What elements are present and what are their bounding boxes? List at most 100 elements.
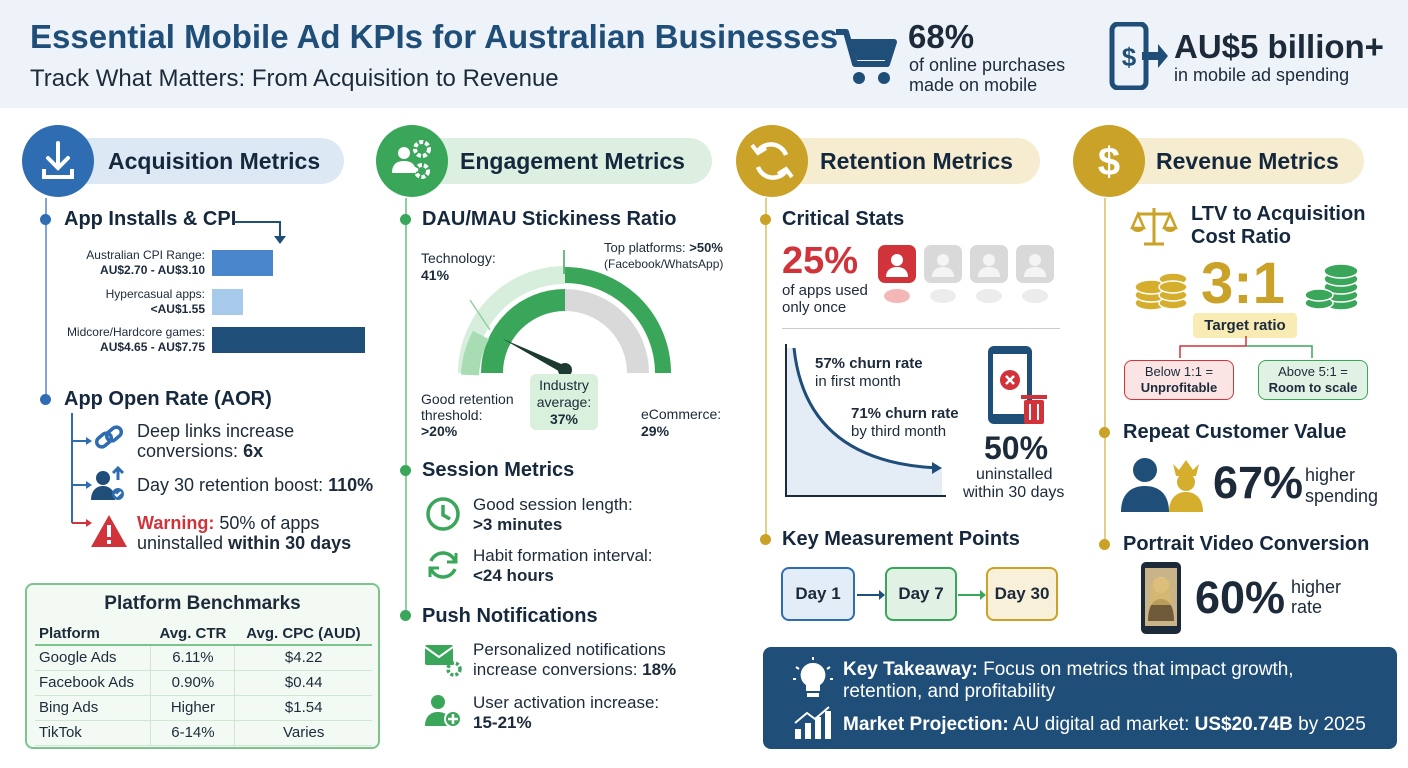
day-30-box: Day 30 — [986, 567, 1058, 621]
session-length-label: Good session length: — [473, 495, 633, 514]
table-cell: Facebook Ads — [35, 670, 152, 695]
churn1-label: in first month — [815, 373, 901, 390]
app-installs-title: App Installs & CPI — [64, 208, 237, 230]
warning-line1: Warning: 50% of apps — [137, 513, 320, 533]
table-row: TikTok 6-14% Varies — [35, 720, 372, 745]
stickiness-title: DAU/MAU Stickiness Ratio — [422, 208, 677, 230]
warning-line2: uninstalled within 30 days — [137, 533, 352, 553]
timeline-dot — [400, 465, 411, 476]
takeaway-banner: Key Takeaway: Focus on metrics that impa… — [763, 647, 1397, 749]
cpi-bar-value: <AU$1.55 — [150, 302, 205, 316]
aor-deep-links-line2: conversions: 6x — [137, 441, 264, 461]
gauge-tech-value: 41% — [421, 267, 450, 283]
once-line1: of apps used — [782, 282, 868, 299]
aor-title: App Open Rate (AOR) — [64, 388, 272, 410]
timeline-dot — [760, 534, 771, 545]
benchmarks-header-cell: Avg. CPC (AUD) — [246, 625, 361, 642]
timeline-dot — [40, 214, 51, 225]
gauge-top-label: Top platforms: >50% — [604, 240, 723, 255]
refresh-icon — [428, 551, 458, 579]
table-cell: TikTok — [35, 720, 152, 745]
svg-text:$: $ — [1122, 42, 1137, 72]
cpi-bar-label: Australian CPI Range: — [86, 248, 205, 262]
divider — [782, 328, 1060, 329]
ltv-title2: Cost Ratio — [1191, 226, 1291, 248]
timeline-dot — [1099, 427, 1110, 438]
portrait-title: Portrait Video Conversion — [1123, 533, 1370, 555]
stickiness-gauge — [458, 250, 671, 377]
portrait-value: 60% — [1195, 572, 1286, 623]
cpi-bar — [212, 289, 243, 315]
timeline-dot — [760, 214, 771, 225]
link-icon — [94, 425, 124, 449]
app-user-icon — [878, 245, 916, 303]
activation-label: User activation increase: — [473, 693, 660, 712]
table-cell: 6.11% — [150, 645, 236, 670]
page-title: Essential Mobile Ad KPIs for Australian … — [30, 18, 839, 55]
warning-icon — [91, 515, 127, 547]
gold-coins-icon — [1134, 272, 1188, 311]
aor-branch-lines — [71, 413, 92, 527]
stat-mobile-purchases-value: 68% — [908, 18, 975, 55]
push-personalized-line2: increase conversions: 18% — [473, 660, 677, 679]
mail-gear-icon — [424, 645, 462, 677]
gauge-tech-label: Technology: — [421, 250, 496, 266]
takeaway-line2: retention, and profitability — [843, 681, 1056, 702]
day-1-box: Day 1 — [781, 567, 855, 621]
table-cell: Google Ads — [35, 645, 152, 670]
habit-interval-label: Habit formation interval: — [473, 546, 653, 565]
aor-retention-boost: Day 30 retention boost: 110% — [137, 475, 374, 495]
measurement-arrows — [857, 590, 986, 600]
gauge-good-label1: Good retention — [421, 391, 514, 407]
uninstall-value: 50% — [984, 430, 1049, 466]
scales-icon — [1130, 208, 1178, 246]
platform-benchmarks-card: Platform Benchmarks Platform Avg. CTR Avg.… — [25, 583, 380, 749]
target-ratio-badge: Target ratio — [1193, 313, 1297, 338]
uninstall-line2: within 30 days — [963, 484, 1065, 501]
table-cell: Bing Ads — [35, 695, 152, 720]
table-cell: 0.90% — [150, 670, 236, 695]
industry-average-box: Industry average: 37% — [530, 374, 598, 430]
gauge-good-value: >20% — [421, 423, 458, 439]
dollar-icon: $ — [1073, 125, 1145, 197]
header-band: Essential Mobile Ad KPIs for Australian … — [0, 0, 1408, 108]
timeline-dot — [400, 214, 411, 225]
push-personalized-line1: Personalized notifications — [473, 640, 666, 659]
gauge-top-sub: (Facebook/WhatsApp) — [604, 257, 724, 271]
page-subtitle: Track What Matters: From Acquisition to … — [30, 65, 559, 92]
benchmarks-table: Platform Avg. CTR Avg. CPC (AUD) Google Ad… — [35, 623, 372, 746]
cpi-bar — [212, 250, 273, 276]
activation-value: 15-21% — [473, 713, 532, 732]
table-cell: Higher — [150, 695, 236, 720]
below-threshold-box: Below 1:1 = Unprofitable — [1124, 360, 1234, 400]
shopping-cart-icon — [836, 29, 897, 84]
table-cell: $1.54 — [284, 699, 323, 716]
clock-icon — [426, 497, 460, 531]
stat-ad-spending-label: in mobile ad spending — [1174, 65, 1350, 85]
once-line2: only once — [782, 299, 847, 316]
repeat-line1: higher — [1305, 465, 1356, 485]
acquisition-heading: Acquisition Metrics — [52, 138, 344, 184]
ltv-ratio: 3:1 — [1201, 251, 1285, 316]
cpi-bar — [212, 327, 365, 353]
table-row: Bing Ads Higher $1.54 — [35, 695, 372, 720]
stat-mobile-purchases-line1: of online purchases — [909, 55, 1066, 75]
churn1-value: 57% churn rate — [815, 355, 923, 372]
churn-curve-chart — [785, 344, 946, 497]
app-user-icon — [1016, 245, 1054, 303]
lightbulb-icon — [793, 657, 833, 697]
benchmarks-header-cell: Platform — [39, 625, 100, 642]
cpi-bar-label: Midcore/Hardcore games: — [66, 325, 205, 339]
user-add-icon — [425, 695, 462, 728]
portrait-line1: higher — [1291, 577, 1342, 597]
app-user-icon — [970, 245, 1008, 303]
churn2-value: 71% churn rate — [851, 405, 959, 422]
table-cell: $0.44 — [284, 674, 323, 691]
ratio-branch-lines — [1179, 336, 1313, 358]
engagement-heading: Engagement Metrics — [404, 138, 712, 184]
timeline-dot — [400, 610, 411, 621]
growth-chart-icon — [794, 706, 831, 739]
refresh-cycle-icon — [736, 125, 808, 197]
table-cell: Varies — [282, 724, 325, 741]
repeat-value: 67% — [1213, 457, 1304, 508]
